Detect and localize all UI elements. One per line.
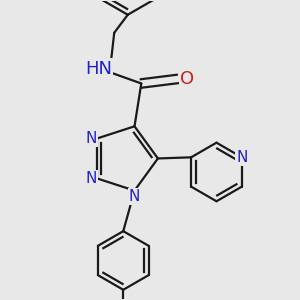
Text: O: O	[180, 70, 195, 88]
Text: N: N	[236, 150, 248, 165]
Text: N: N	[85, 131, 97, 146]
Text: N: N	[85, 171, 97, 186]
Text: N: N	[129, 189, 140, 204]
Text: HN: HN	[85, 60, 112, 78]
